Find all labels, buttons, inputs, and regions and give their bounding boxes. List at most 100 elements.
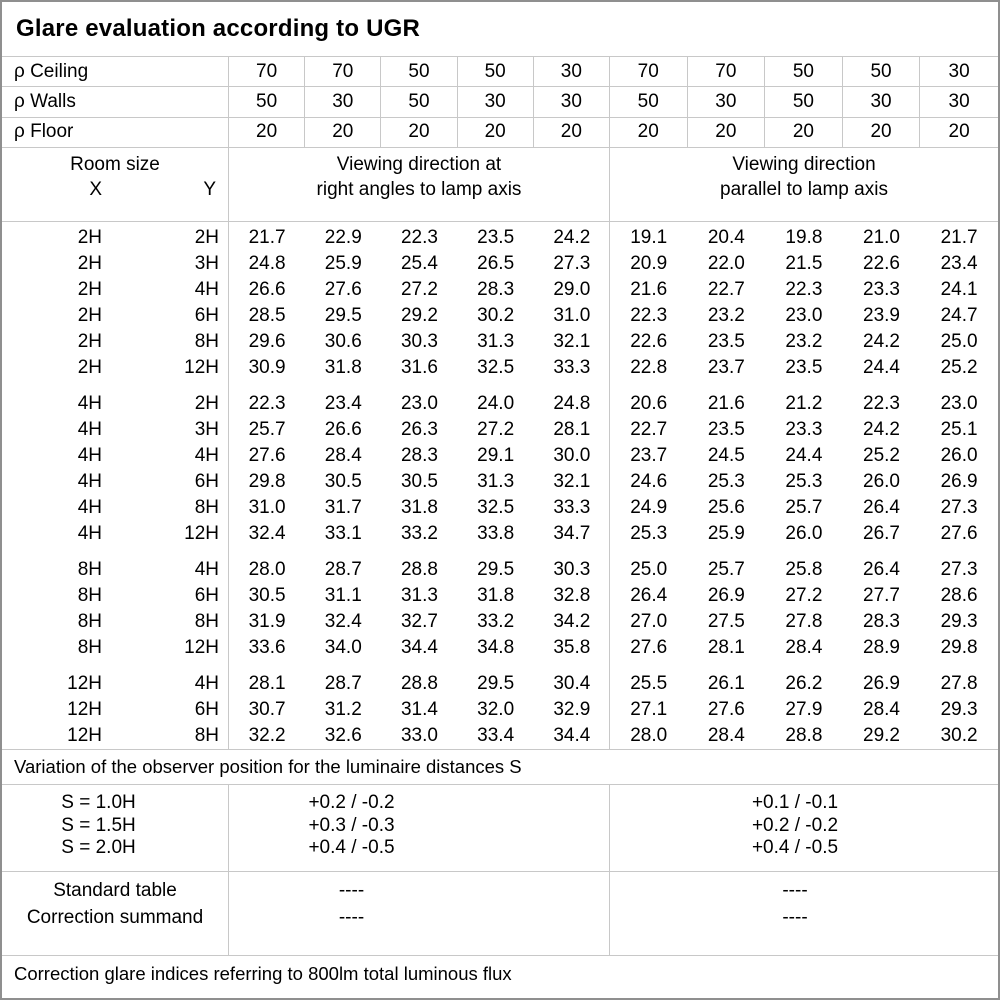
ugr-value: 27.5 — [707, 611, 745, 632]
ugr-value: 29.2 — [400, 305, 438, 326]
ugr-value: 23.3 — [785, 419, 823, 440]
ugr-value: 20.6 — [630, 393, 668, 414]
ugr-value: 28.8 — [785, 725, 823, 746]
room-size-x: 4H — [77, 523, 102, 544]
reflectance-value: 50 — [229, 87, 306, 117]
reflectance-row: ρ Walls 50 30 50 30 30 50 30 50 30 30 — [2, 87, 998, 118]
ugr-row: 2H 12H 30.9 31.8 31.6 32.5 33.3 22.8 23.7 23.5 24.… — [2, 355, 998, 381]
ugr-value: 24.9 — [630, 497, 668, 518]
room-size-x: 12H — [67, 699, 102, 720]
ugr-value: 20.9 — [630, 253, 668, 274]
ugr-value: 34.8 — [477, 637, 515, 658]
s-distance-labels: S = 1.0H S = 1.5H S = 2.0H — [2, 785, 229, 871]
ugr-value: 31.3 — [477, 471, 515, 492]
reflectance-value: 20 — [765, 117, 843, 147]
parallel-header-line2: parallel to lamp axis — [720, 179, 888, 200]
reflectance-row-label: ρ Floor — [2, 117, 229, 147]
right-angles-header-line2: right angles to lamp axis — [316, 179, 522, 200]
room-size-x: 12H — [67, 673, 102, 694]
ugr-value: 31.7 — [324, 497, 362, 518]
ugr-value: 24.1 — [940, 279, 978, 300]
ugr-value: 32.6 — [324, 725, 362, 746]
ugr-value: 30.5 — [400, 471, 438, 492]
ugr-value: 27.6 — [324, 279, 362, 300]
reflectance-row: ρ Ceiling 70 70 50 50 30 70 70 50 50 30 — [2, 57, 998, 88]
ugr-value: 26.4 — [863, 559, 900, 580]
ugr-value: 32.5 — [477, 357, 515, 378]
footer-note: Correction glare indices referring to 80… — [14, 963, 512, 984]
ugr-value: 28.0 — [630, 725, 668, 746]
ugr-value: 25.9 — [707, 523, 745, 544]
ugr-value: 25.7 — [707, 559, 745, 580]
variation-value-right-angles: +0.3 / -0.3 — [308, 814, 395, 836]
ugr-value: 21.0 — [863, 227, 900, 248]
reflectance-value: 20 — [688, 117, 766, 147]
ugr-row: 2H 3H 24.8 25.9 25.4 26.5 27.3 20.9 22.0 21.5 22.6… — [2, 251, 998, 277]
reflectance-value: 20 — [305, 117, 382, 147]
ugr-value: 31.9 — [248, 611, 286, 632]
ugr-value: 24.7 — [940, 305, 978, 326]
ugr-row: 12H 4H 28.1 28.7 28.8 29.5 30.4 25.5 26.1 26.2 26.… — [2, 671, 998, 697]
ugr-value: 24.2 — [863, 331, 900, 352]
variation-value-parallel: +0.1 / -0.1 — [751, 792, 839, 813]
ugr-value: 23.7 — [707, 357, 745, 378]
reflectance-value: 50 — [843, 57, 921, 87]
reflectance-value: 30 — [534, 57, 610, 87]
ugr-value: 26.4 — [863, 497, 900, 518]
ugr-value: 31.3 — [477, 331, 515, 352]
ugr-value: 32.4 — [248, 523, 286, 544]
ugr-value: 21.6 — [707, 393, 745, 414]
reflectance-value: 50 — [765, 57, 843, 87]
ugr-value: 25.2 — [940, 357, 978, 378]
correction-row-label: Correction summand — [26, 907, 204, 928]
s-distance-label: S = 1.5H — [61, 814, 136, 836]
room-size-y: 6H — [194, 471, 219, 492]
ugr-row: 2H 2H 21.7 22.9 22.3 23.5 24.2 19.1 20.4 19.8 21.0… — [2, 225, 998, 251]
ugr-value: 26.1 — [707, 673, 745, 694]
ugr-value: 29.3 — [940, 699, 978, 720]
ugr-value: 25.0 — [940, 331, 978, 352]
reflectance-value: 50 — [381, 57, 458, 87]
ugr-value: 25.0 — [630, 559, 668, 580]
ugr-block: 4H 2H 22.3 23.4 23.0 24.0 24.8 20.6 21.6 21.2 22.3… — [2, 391, 998, 547]
ugr-value: 26.0 — [863, 471, 900, 492]
room-size-y: 8H — [194, 611, 219, 632]
ugr-value: 30.2 — [477, 305, 515, 326]
reflectance-value: 50 — [765, 87, 843, 117]
ugr-value: 22.6 — [863, 253, 900, 274]
ugr-value: 28.8 — [400, 559, 438, 580]
reflectance-value: 30 — [948, 90, 970, 112]
ugr-value: 27.3 — [553, 253, 591, 274]
ugr-value: 21.6 — [630, 279, 668, 300]
ugr-value: 32.7 — [400, 611, 438, 632]
correction-row-labels: Standard table Correction summand — [2, 872, 229, 955]
ugr-value: 25.5 — [630, 673, 668, 694]
ugr-value: 25.9 — [324, 253, 362, 274]
reflectance-value: 30 — [948, 60, 970, 82]
ugr-value: 23.7 — [630, 445, 668, 466]
ugr-value: 30.2 — [940, 725, 978, 746]
ugr-value: 27.8 — [940, 673, 978, 694]
ugr-value: 33.3 — [553, 497, 591, 518]
ugr-row: 8H 8H 31.9 32.4 32.7 33.2 34.2 27.0 27.5 27.8 28.3… — [2, 609, 998, 635]
reflectance-value: 70 — [610, 57, 688, 87]
reflectance-row-label: ρ Ceiling — [2, 57, 229, 87]
ugr-value: 28.3 — [477, 279, 515, 300]
room-size-label: Room size — [70, 154, 160, 175]
ugr-value: 33.3 — [553, 357, 591, 378]
ugr-value: 33.1 — [324, 523, 362, 544]
ugr-value: 22.6 — [630, 331, 668, 352]
reflectance-value: 20 — [229, 117, 306, 147]
reflectance-row: ρ Floor 20 20 20 20 20 20 20 20 20 20 — [2, 117, 998, 148]
ugr-value: 23.2 — [707, 305, 745, 326]
ugr-row: 4H 2H 22.3 23.4 23.0 24.0 24.8 20.6 21.6 21.2 22.3… — [2, 391, 998, 417]
ugr-value: 29.5 — [477, 559, 515, 580]
room-size-x: 8H — [77, 637, 102, 658]
ugr-value: 22.9 — [324, 227, 362, 248]
ugr-value: 27.7 — [863, 585, 900, 606]
correction-table: Standard table Correction summand ---- ---… — [2, 872, 998, 956]
ugr-value: 29.6 — [248, 331, 286, 352]
ugr-row: 4H 8H 31.0 31.7 31.8 32.5 33.3 24.9 25.6 25.7 26.4… — [2, 495, 998, 521]
ugr-value: 22.3 — [785, 279, 823, 300]
ugr-value: 29.3 — [940, 611, 978, 632]
